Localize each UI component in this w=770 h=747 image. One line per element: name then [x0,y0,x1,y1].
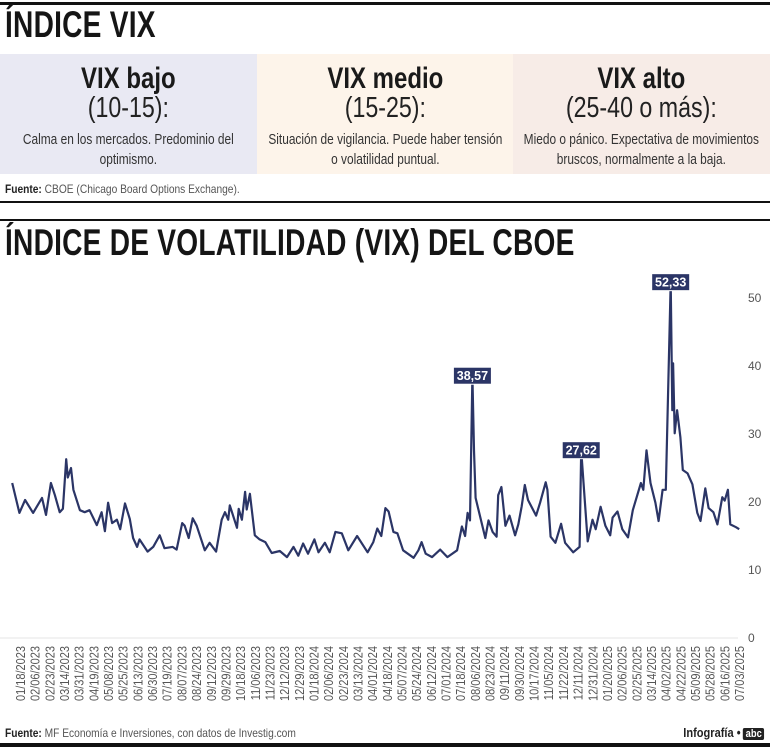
top-rule [0,2,770,5]
peak-label: 52,33 [651,273,691,292]
x-tick-label: 02/25/2025 [631,646,645,701]
level-low: VIX bajo (10-15): Calma en los mercados.… [0,54,257,174]
x-tick-label: 01/18/2024 [308,646,322,701]
y-tick-label: 50 [748,291,762,305]
level-range: (25-40 o más): [566,92,718,124]
source-bottom: Fuente: MF Economía e Inversiones, con d… [5,726,296,740]
level-description: Situación de vigilancia. Puede haber ten… [267,132,503,168]
x-tick-label: 04/01/2024 [367,646,381,701]
level-name: VIX alto [597,62,686,95]
x-tick-label: 02/06/2025 [616,646,630,701]
level-description: Calma en los mercados. Predominio del op… [22,132,234,168]
x-tick-label: 10/18/2023 [234,646,248,701]
source-text: CBOE (Chicago Board Options Exchange). [44,182,240,196]
x-tick-label: 01/20/2025 [601,646,615,701]
y-tick-label: 10 [748,563,762,577]
x-tick-label: 05/24/2024 [411,646,425,701]
x-tick-label: 08/06/2024 [469,646,483,701]
x-tick-label: 02/06/2024 [323,646,337,701]
x-tick-label: 06/13/2023 [132,646,146,701]
source-text: MF Economía e Inversiones, con datos de … [44,726,296,740]
source-top: Fuente: CBOE (Chicago Board Options Exch… [5,182,240,196]
x-tick-label: 08/23/2024 [484,646,498,701]
x-tick-label: 06/12/2024 [425,646,439,701]
x-tick-label: 02/23/2024 [337,646,351,701]
abc-logo: abc [742,728,764,740]
source-label: Fuente: [5,726,42,740]
peak-label-box [452,366,492,385]
x-tick-label: 11/05/2024 [543,646,557,701]
x-tick-label: 04/19/2023 [88,646,102,701]
x-tick-label: 07/18/2024 [455,646,469,701]
credit-text: Infografía • [682,725,741,740]
level-name: VIX medio [326,62,444,95]
x-tick-label: 05/09/2025 [689,646,703,701]
x-tick-label: 04/02/2025 [660,646,674,701]
level-name: VIX bajo [80,62,176,95]
peak-label: 38,57 [452,366,492,385]
y-tick-label: 30 [748,427,762,441]
x-tick-label: 12/11/2024 [572,646,586,701]
x-tick-label: 09/30/2024 [513,646,527,701]
x-tick-label: 02/23/2023 [44,646,58,701]
x-tick-label: 09/29/2023 [220,646,234,701]
level-range: (15-25): [344,92,426,124]
x-tick-label: 11/22/2024 [557,646,571,701]
x-tick-label: 07/19/2023 [161,646,175,701]
x-tick-label: 01/18/2023 [14,646,28,701]
y-tick-label: 40 [748,359,762,373]
level-range: (10-15): [87,92,169,124]
chart-title: ÍNDICE DE VOLATILIDAD (VIX) DEL CBOE [5,222,575,263]
x-tick-label: 04/18/2024 [381,646,395,701]
level-high: VIX alto (25-40 o más): Miedo o pánico. … [513,54,770,174]
x-tick-label: 11/06/2023 [249,646,263,701]
peak-label-text: 27,62 [566,444,597,458]
level-description: Miedo o pánico. Expectativa de movimient… [524,132,760,168]
x-tick-label: 09/12/2023 [205,646,219,701]
x-tick-label: 02/06/2023 [29,646,43,701]
y-tick-label: 20 [748,495,762,509]
x-tick-label: 09/11/2024 [499,646,513,701]
peak-label-box [561,441,601,460]
x-tick-label: 05/25/2023 [117,646,131,701]
bottom-rule [0,743,770,747]
peak-label-text: 38,57 [457,369,488,383]
x-tick-label: 05/08/2023 [102,646,116,701]
peak-label: 27,62 [561,441,601,460]
y-axis: 0 10 20 30 40 50 [748,291,762,645]
credit: Infografía • abc [683,725,764,740]
x-tick-label: 08/24/2023 [190,646,204,701]
x-tick-label: 03/14/2025 [645,646,659,701]
x-tick-label: 12/29/2023 [293,646,307,701]
x-axis: 01/18/2023 02/06/2023 02/23/2023 03/14/2023… [14,646,747,701]
x-tick-label: 07/01/2024 [440,646,454,701]
x-tick-label: 03/14/2023 [58,646,72,701]
x-tick-label: 04/22/2025 [675,646,689,701]
x-tick-label: 05/28/2025 [704,646,718,701]
level-medium: VIX medio (15-25): Situación de vigilanc… [256,54,514,174]
x-tick-label: 06/16/2025 [719,646,733,701]
divider [0,219,770,221]
x-tick-label: 10/17/2024 [528,646,542,701]
peak-label-box [651,273,691,292]
vix-levels: VIX bajo (10-15): Calma en los mercados.… [0,54,770,174]
x-tick-label: 11/23/2023 [264,646,278,701]
x-tick-label: 05/07/2024 [396,646,410,701]
x-tick-label: 06/30/2023 [146,646,160,701]
y-tick-label: 0 [748,631,755,645]
x-tick-label: 12/31/2024 [587,646,601,701]
page-title: ÍNDICE VIX [5,4,156,45]
x-tick-label: 03/31/2023 [73,646,87,701]
vix-series-line [11,281,740,559]
x-tick-label: 03/13/2024 [352,646,366,701]
peak-label-text: 52,33 [655,276,686,290]
x-tick-label: 08/07/2023 [176,646,190,701]
divider [0,201,770,203]
source-label: Fuente: [5,182,42,196]
peak-annotations: 38,57 27,62 52,33 [452,273,691,460]
x-tick-label: 07/03/2025 [733,646,747,701]
x-tick-label: 12/12/2023 [279,646,293,701]
